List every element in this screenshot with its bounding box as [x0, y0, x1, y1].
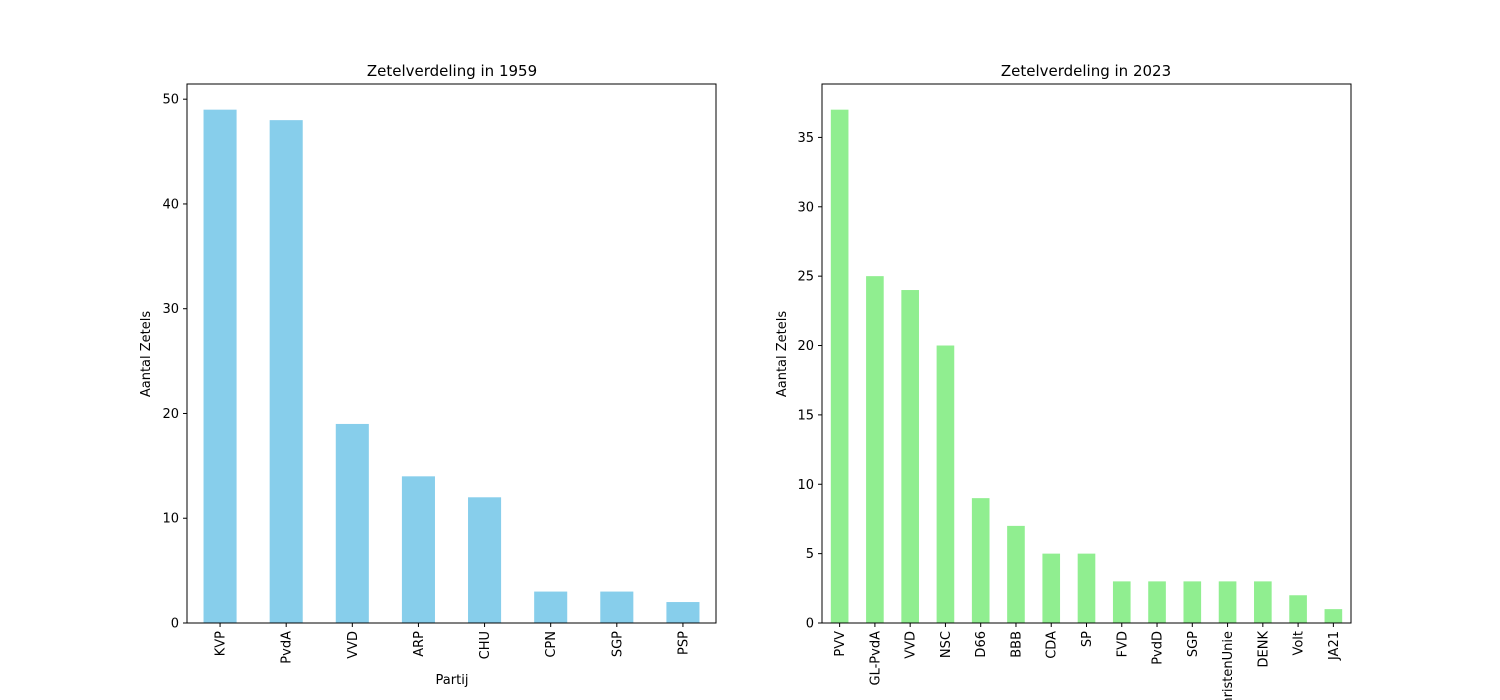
chart-2023-bars: [830, 109, 1343, 624]
chart-1959-ylabel: Aantal Zetels: [139, 311, 154, 398]
chart-2023-xtick-label-1: GL-PvdA: [868, 631, 883, 686]
chart-1959-xticks: KVP PvdA VVD ARP CHU CPN SGP PSP: [214, 623, 691, 664]
chart-1959-bar-5: [534, 591, 568, 623]
chart-2023-ytick-label-1: 5: [806, 547, 814, 562]
chart-2023-xtick-label-7: SP: [1080, 631, 1095, 647]
chart-2023-xtick-label-8: FVD: [1115, 631, 1130, 657]
chart-1959: Zetelverdeling in 1959 Aantal Zetels Par…: [139, 62, 717, 688]
chart-2023-xtick-label-9: PvdD: [1151, 631, 1166, 665]
chart-2023-ylabel: Aantal Zetels: [775, 311, 790, 398]
chart-1959-xtick-label-2: VVD: [346, 631, 361, 659]
chart-2023-xtick-label-13: Volt: [1292, 631, 1307, 656]
chart-2023-xticks: PVV GL-PvdA VVD NSC D66 BBB CDA SP FVD PvdD SGP Chr…: [833, 623, 1342, 700]
chart-2023-title: Zetelverdeling in 2023: [1001, 62, 1171, 80]
chart-2023-bar-10: [1183, 581, 1202, 623]
chart-2023-xtick-label-12: DENK: [1256, 631, 1271, 668]
chart-2023-xtick-label-14: JA21: [1327, 631, 1342, 661]
chart-1959-bar-4: [468, 497, 502, 623]
chart-2023-xtick-label-0: PVV: [833, 631, 848, 657]
chart-2023-xtick-label-3: NSC: [939, 631, 954, 658]
chart-1959-ytick-label-4: 40: [162, 197, 179, 212]
chart-2023-ytick-label-7: 35: [797, 131, 814, 146]
chart-1959-bar-1: [269, 120, 303, 623]
chart-2023-plot-frame: [821, 83, 1352, 624]
chart-1959-yticks: 0 10 20 30 40 50: [162, 93, 187, 632]
chart-1959-xtick-label-5: CPN: [544, 631, 559, 658]
chart-1959-bar-7: [666, 602, 700, 623]
chart-2023-bar-9: [1148, 581, 1166, 623]
chart-2023-ytick-label-2: 10: [797, 478, 814, 493]
chart-2023-bar-5: [1007, 525, 1025, 623]
chart-2023-bar-2: [901, 290, 919, 623]
chart-1959-title: Zetelverdeling in 1959: [367, 62, 537, 80]
chart-1959-ytick-label-3: 30: [162, 302, 179, 317]
chart-2023-bar-1: [866, 276, 884, 623]
chart-2023-ytick-label-6: 30: [797, 200, 814, 215]
chart-2023-xtick-label-10: SGP: [1186, 631, 1201, 657]
chart-2023-bar-4: [971, 498, 990, 623]
chart-2023-bar-0: [830, 109, 849, 624]
chart-1959-ytick-label-0: 0: [171, 617, 179, 632]
chart-1959-ytick-label-5: 50: [162, 93, 179, 108]
chart-2023-xtick-label-2: VVD: [904, 631, 919, 659]
chart-2023-bar-12: [1254, 581, 1272, 623]
chart-2023-bar-14: [1324, 609, 1343, 623]
chart-2023-bar-11: [1218, 581, 1237, 623]
chart-1959-xtick-label-0: KVP: [214, 631, 229, 656]
chart-2023-xtick-label-5: BBB: [1009, 631, 1024, 658]
chart-1959-bars: [203, 109, 700, 624]
chart-2023-ytick-label-5: 25: [797, 270, 814, 285]
chart-1959-bar-0: [203, 109, 237, 624]
chart-1959-xtick-label-6: SGP: [610, 631, 625, 657]
chart-2023-bar-13: [1289, 595, 1307, 623]
chart-2023-bar-6: [1042, 553, 1061, 623]
chart-1959-bar-2: [335, 423, 369, 623]
chart-1959-xtick-label-7: PSP: [676, 631, 691, 655]
chart-2023-xtick-label-11: ChristenUnie: [1221, 631, 1236, 700]
chart-1959-xtick-label-1: PvdA: [280, 631, 295, 664]
chart-1959-ytick-label-2: 20: [162, 407, 179, 422]
chart-1959-xtick-label-4: CHU: [478, 631, 493, 659]
chart-2023-xtick-label-4: D66: [974, 631, 989, 658]
chart-1959-ytick-label-1: 10: [162, 512, 179, 527]
chart-1959-bar-6: [600, 591, 634, 623]
chart-1959-bar-3: [401, 476, 435, 623]
chart-2023-xtick-label-6: CDA: [1045, 631, 1060, 659]
chart-2023-yticks: 0 5 10 15 20 25 30 35: [797, 131, 822, 632]
chart-2023-bar-7: [1077, 553, 1096, 623]
chart-2023-bar-3: [936, 345, 955, 623]
chart-2023-ytick-label-4: 20: [797, 339, 814, 354]
chart-1959-xlabel: Partij: [436, 673, 469, 688]
chart-1959-plot-frame: [186, 83, 717, 624]
chart-1959-xtick-label-3: ARP: [412, 631, 427, 657]
chart-2023-bar-8: [1112, 581, 1131, 623]
chart-2023: Zetelverdeling in 2023 Aantal Zetels 0 5 1…: [775, 62, 1352, 700]
chart-2023-ytick-label-3: 15: [797, 408, 814, 423]
chart-2023-ytick-label-0: 0: [806, 617, 814, 632]
